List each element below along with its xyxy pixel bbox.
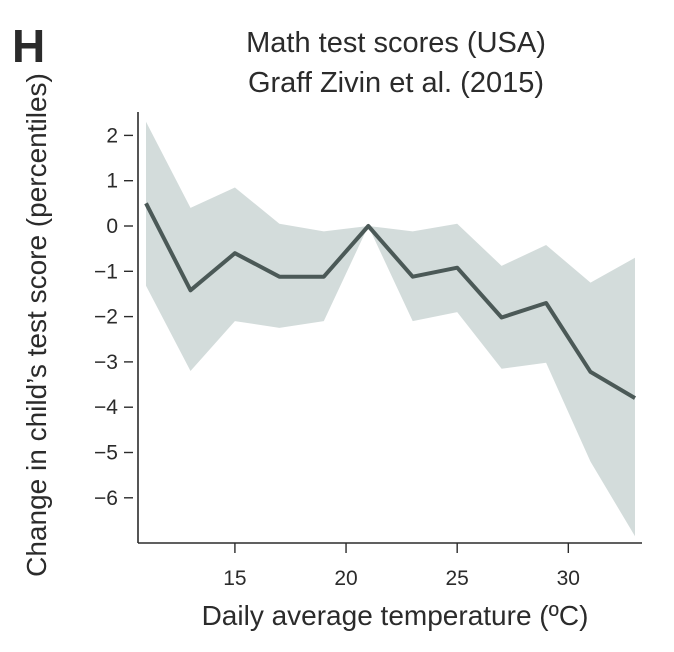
data-point (366, 224, 370, 228)
x-tick-label: 20 (334, 567, 357, 590)
data-point (455, 266, 459, 270)
data-point (189, 288, 193, 292)
data-point (144, 201, 148, 205)
panel-letter: H (12, 20, 45, 72)
x-tick-label: 15 (223, 567, 246, 590)
y-axis-ticks: 2 1 0 −1 −2 −3 −4 −5 −6 (94, 124, 133, 510)
y-tick-label: −4 (94, 396, 118, 419)
y-tick-label: 0 (106, 215, 118, 238)
data-point (277, 275, 281, 279)
chart-subtitle: Graff Zivin et al. (2015) (248, 67, 544, 99)
y-tick-label: −1 (94, 260, 118, 283)
y-tick-label: 2 (106, 124, 118, 147)
plot-area (144, 121, 637, 537)
y-tick-label: 1 (106, 170, 118, 193)
x-tick-label: 30 (557, 567, 580, 590)
data-point (411, 275, 415, 279)
data-point (544, 301, 548, 305)
data-point (322, 275, 326, 279)
y-axis-label: Change in child’s test score (percentile… (21, 73, 52, 577)
y-tick-label: −5 (94, 442, 118, 465)
x-axis-label: Daily average temperature (ºC) (202, 600, 589, 631)
x-axis-ticks: 15 20 25 30 (223, 543, 580, 590)
data-point (633, 396, 637, 400)
data-point (589, 370, 593, 374)
y-tick-label: −3 (94, 351, 118, 374)
chart-title: Math test scores (USA) (246, 27, 546, 59)
data-point (500, 316, 504, 320)
y-tick-label: −6 (94, 487, 118, 510)
data-point (233, 251, 237, 255)
series-line (144, 202, 637, 400)
confidence-band (146, 121, 635, 537)
x-tick-label: 25 (446, 567, 469, 590)
y-tick-label: −2 (94, 306, 118, 329)
